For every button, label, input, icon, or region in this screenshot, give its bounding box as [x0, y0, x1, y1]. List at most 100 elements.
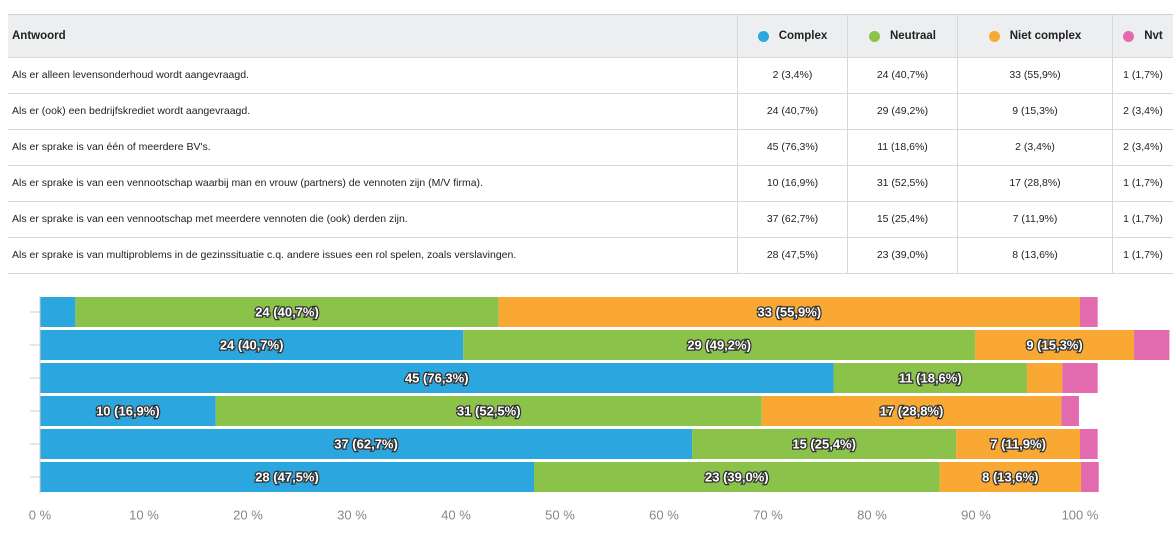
table-cell: 23 (39,0%) — [847, 237, 957, 273]
table-cell: 1 (1,7%) — [1112, 237, 1173, 273]
table-cell: 2 (3,4%) — [1112, 129, 1173, 165]
table-cell: Als er sprake is van multiproblems in de… — [12, 249, 517, 261]
legend-dot — [988, 30, 1000, 42]
x-tick-label: 20 % — [233, 507, 263, 522]
data-label: 45 (76,3%) — [405, 370, 469, 385]
data-label: 11 (18,6%) — [899, 370, 962, 385]
header-cell: Niet complex — [957, 15, 1112, 57]
table-cell: 2 (3,4%) — [737, 57, 847, 93]
bar-segment — [956, 429, 1080, 459]
table-cell: 17 (28,8%) — [957, 165, 1112, 201]
table-cell: 9 (15,3%) — [957, 93, 1112, 129]
bar-segment — [215, 396, 762, 426]
legend-label: Niet complex — [1009, 30, 1082, 42]
data-label: 10 (16,9%) — [96, 403, 160, 418]
table-cell: Als er alleen levensonderhoud wordt aang… — [12, 69, 249, 81]
bar-segment — [1062, 363, 1098, 393]
header-cell: Antwoord — [8, 15, 737, 57]
table-cell: 28 (47,5%) — [737, 237, 847, 273]
legend-dot — [1123, 30, 1135, 42]
bar-segment — [463, 330, 975, 360]
bar-segment — [40, 429, 693, 459]
x-tick-label: 80 % — [857, 507, 887, 522]
table-cell: 24 (40,7%) — [847, 57, 957, 93]
table-cell: 8 (13,6%) — [957, 237, 1112, 273]
x-tick-label: 0 % — [29, 507, 52, 522]
bar-segment — [40, 330, 464, 360]
table-cell: 45 (76,3%) — [737, 129, 847, 165]
data-label: 7 (11,9%) — [990, 436, 1046, 451]
table-cell: Als er sprake is van een vennootschap me… — [12, 213, 408, 225]
x-tick-label: 60 % — [649, 507, 679, 522]
bar-segment — [1081, 462, 1099, 492]
legend-label: Nvt — [1144, 30, 1163, 42]
table-row: Als er sprake is van één of meerdere BV'… — [8, 129, 1173, 166]
legend-label: Complex — [778, 30, 828, 42]
bar-segment — [1061, 396, 1079, 426]
table-cell: 2 (3,4%) — [1112, 93, 1173, 129]
data-label: 33 (55,9%) — [758, 304, 822, 319]
data-label: 37 (62,7%) — [334, 436, 398, 451]
bar-segment — [939, 462, 1082, 492]
table-cell: 1 (1,7%) — [1112, 165, 1173, 201]
data-label: 15 (25,4%) — [792, 436, 856, 451]
data-label: 31 (52,5%) — [457, 403, 521, 418]
bar-segment — [1134, 330, 1170, 360]
data-label: 24 (40,7%) — [255, 304, 319, 319]
data-label: 9 (15,3%) — [1026, 337, 1082, 352]
bar-segment — [692, 429, 957, 459]
legend-label: Neutraal — [889, 30, 937, 42]
table-cell: Als er sprake is van een vennootschap wa… — [12, 177, 483, 189]
x-tick-label: 50 % — [545, 507, 575, 522]
x-tick-label: 40 % — [441, 507, 471, 522]
x-tick-label: 100 % — [1062, 507, 1099, 522]
x-tick-label: 10 % — [129, 507, 159, 522]
header-row: Antwoord Complex Neutraal Niet complex Nvt — [8, 14, 1173, 58]
bar-segment — [1080, 429, 1098, 459]
legend-dot — [868, 30, 880, 42]
table-cell: Als er (ook) een bedrijfskrediet wordt a… — [12, 105, 251, 117]
data-label: 28 (47,5%) — [255, 469, 319, 484]
header-text: Antwoord — [12, 30, 66, 42]
header-cell: Nvt — [1112, 15, 1173, 57]
table-cell: 24 (40,7%) — [737, 93, 847, 129]
table-row: Als er sprake is van een vennootschap wa… — [8, 165, 1173, 202]
data-label: 17 (28,8%) — [880, 403, 944, 418]
table-cell: 2 (3,4%) — [957, 129, 1112, 165]
table-cell: 33 (55,9%) — [957, 57, 1112, 93]
table-cell: 1 (1,7%) — [1112, 57, 1173, 93]
x-tick-label: 70 % — [753, 507, 783, 522]
bar-segment — [1080, 297, 1098, 327]
bar-segment — [40, 363, 834, 393]
x-tick-label: 90 % — [961, 507, 991, 522]
table-cell: 7 (11,9%) — [957, 201, 1112, 237]
table-cell: 11 (18,6%) — [847, 129, 957, 165]
table-row: Als er sprake is van multiproblems in de… — [8, 237, 1173, 274]
bar-segment — [974, 330, 1135, 360]
table-cell: 15 (25,4%) — [847, 201, 957, 237]
table-row: Als er sprake is van een vennootschap me… — [8, 201, 1173, 238]
bar-segment — [534, 462, 940, 492]
bar-segment — [75, 297, 499, 327]
table-row: Als er alleen levensonderhoud wordt aang… — [8, 57, 1173, 94]
table-cell: 10 (16,9%) — [737, 165, 847, 201]
bar-segment — [833, 363, 1027, 393]
data-label: 23 (39,0%) — [705, 469, 769, 484]
bar-segment — [40, 396, 216, 426]
x-tick-label: 30 % — [337, 507, 367, 522]
bar-segment — [761, 396, 1062, 426]
bar-segment — [1026, 363, 1063, 393]
legend-dot — [757, 30, 769, 42]
table-cell: 1 (1,7%) — [1112, 201, 1173, 237]
bar-segment — [40, 297, 76, 327]
table-cell: 37 (62,7%) — [737, 201, 847, 237]
data-label: 8 (13,6%) — [982, 469, 1038, 484]
table-cell: Als er sprake is van één of meerdere BV'… — [12, 141, 211, 153]
data-label: 29 (49,2%) — [687, 337, 751, 352]
table-cell: 31 (52,5%) — [847, 165, 957, 201]
table-row: Als er (ook) een bedrijfskrediet wordt a… — [8, 93, 1173, 130]
bar-segment — [498, 297, 1080, 327]
bar-segment — [40, 462, 534, 492]
header-cell: Neutraal — [847, 15, 957, 57]
